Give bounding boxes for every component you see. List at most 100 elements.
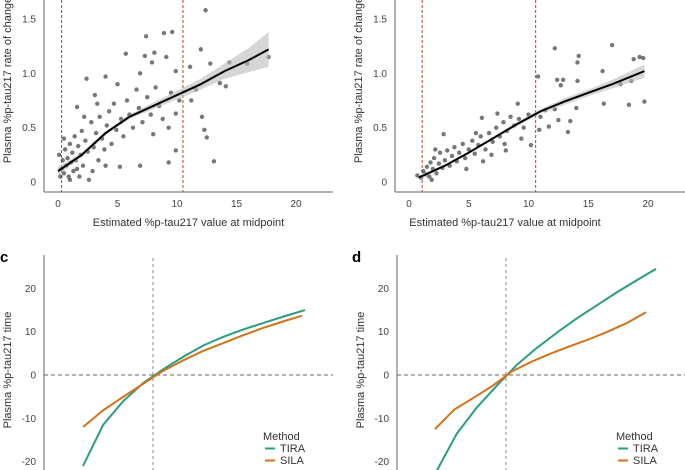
data-point bbox=[641, 55, 646, 61]
y-tick-label: 1.5 bbox=[373, 14, 387, 25]
data-point bbox=[70, 150, 75, 155]
data-point bbox=[151, 131, 156, 137]
data-point bbox=[489, 152, 494, 158]
data-point bbox=[546, 124, 552, 129]
x-tick-label: 20 bbox=[290, 199, 302, 210]
data-point bbox=[600, 68, 605, 74]
data-point bbox=[473, 130, 479, 136]
data-point bbox=[187, 64, 193, 69]
data-point bbox=[71, 168, 76, 174]
data-point bbox=[483, 147, 488, 152]
data-point bbox=[76, 143, 81, 149]
data-point bbox=[556, 117, 561, 123]
y-tick-label: -10 bbox=[22, 414, 37, 425]
data-point bbox=[421, 168, 426, 174]
data-point bbox=[478, 134, 483, 139]
data-point bbox=[61, 136, 67, 141]
x-tick-label: 10 bbox=[523, 199, 535, 210]
data-point bbox=[456, 150, 462, 155]
data-point bbox=[479, 115, 485, 121]
y-tick-label: 0 bbox=[381, 178, 387, 189]
data-point bbox=[173, 148, 179, 153]
data-point bbox=[86, 177, 92, 183]
data-point bbox=[538, 114, 543, 119]
data-point bbox=[109, 141, 114, 147]
data-point bbox=[490, 139, 495, 144]
data-point bbox=[140, 120, 145, 125]
data-point bbox=[433, 147, 438, 152]
data-point bbox=[521, 125, 526, 130]
y-axis-label: Plasma %p-tau217 time bbox=[2, 312, 14, 429]
data-point bbox=[114, 127, 119, 133]
data-point bbox=[137, 163, 143, 168]
x-tick-label: 15 bbox=[231, 199, 243, 210]
data-point bbox=[103, 163, 108, 168]
data-point bbox=[84, 76, 89, 81]
data-point bbox=[609, 42, 615, 48]
legend-title: Method bbox=[263, 431, 300, 443]
data-point bbox=[502, 141, 507, 147]
data-point bbox=[472, 151, 477, 156]
data-point bbox=[576, 53, 581, 59]
series-line-tira bbox=[82, 309, 306, 467]
legend-label: TIRA bbox=[280, 443, 306, 455]
data-point bbox=[558, 83, 563, 88]
x-tick-label: 20 bbox=[642, 199, 654, 210]
y-tick-label: -10 bbox=[375, 414, 390, 425]
data-point bbox=[142, 53, 148, 59]
data-point bbox=[437, 150, 443, 155]
data-point bbox=[449, 153, 455, 159]
data-point bbox=[199, 114, 205, 119]
y-tick-label: -20 bbox=[375, 457, 390, 468]
data-point bbox=[74, 104, 80, 110]
data-point bbox=[61, 171, 67, 176]
data-point bbox=[123, 51, 129, 56]
data-point bbox=[575, 60, 580, 65]
y-tick-label: -20 bbox=[22, 457, 37, 468]
data-point bbox=[466, 147, 471, 152]
data-point bbox=[65, 155, 70, 161]
y-tick-label: 10 bbox=[378, 327, 390, 338]
y-tick-label: 0 bbox=[30, 371, 36, 382]
data-point bbox=[552, 46, 557, 51]
y-tick-label: 1.0 bbox=[373, 69, 387, 80]
y-tick-label: 0.5 bbox=[373, 123, 387, 134]
data-point bbox=[164, 54, 169, 60]
data-point bbox=[103, 74, 108, 79]
fit-line bbox=[418, 70, 645, 179]
y-tick-label: 0 bbox=[30, 178, 36, 189]
data-point bbox=[79, 128, 85, 134]
data-point bbox=[601, 101, 606, 106]
data-point bbox=[480, 159, 486, 164]
data-point bbox=[198, 47, 203, 52]
data-point bbox=[204, 135, 209, 140]
data-point bbox=[136, 105, 142, 111]
data-point bbox=[80, 163, 86, 168]
data-point bbox=[436, 161, 442, 166]
panel-label-c: c bbox=[0, 249, 8, 266]
legend-title: Method bbox=[616, 431, 653, 443]
data-point bbox=[92, 92, 98, 98]
data-point bbox=[83, 138, 88, 143]
data-point bbox=[56, 152, 62, 158]
data-point bbox=[173, 68, 179, 74]
data-point bbox=[445, 148, 450, 153]
series-line-sila bbox=[434, 311, 647, 430]
data-point bbox=[424, 164, 430, 169]
data-point bbox=[537, 127, 542, 133]
y-tick-label: 0 bbox=[383, 371, 389, 382]
data-point bbox=[460, 141, 465, 147]
data-point bbox=[161, 30, 167, 36]
data-point bbox=[152, 50, 157, 55]
y-tick-label: 1.0 bbox=[22, 69, 36, 80]
data-point bbox=[429, 177, 434, 183]
data-point bbox=[134, 87, 139, 92]
data-point bbox=[106, 109, 112, 114]
y-axis-label: Plasma %p-tau217 time bbox=[355, 312, 367, 429]
data-point bbox=[508, 114, 513, 119]
data-point bbox=[67, 177, 73, 183]
data-point bbox=[452, 145, 457, 150]
data-point bbox=[104, 123, 109, 128]
data-point bbox=[565, 129, 571, 135]
